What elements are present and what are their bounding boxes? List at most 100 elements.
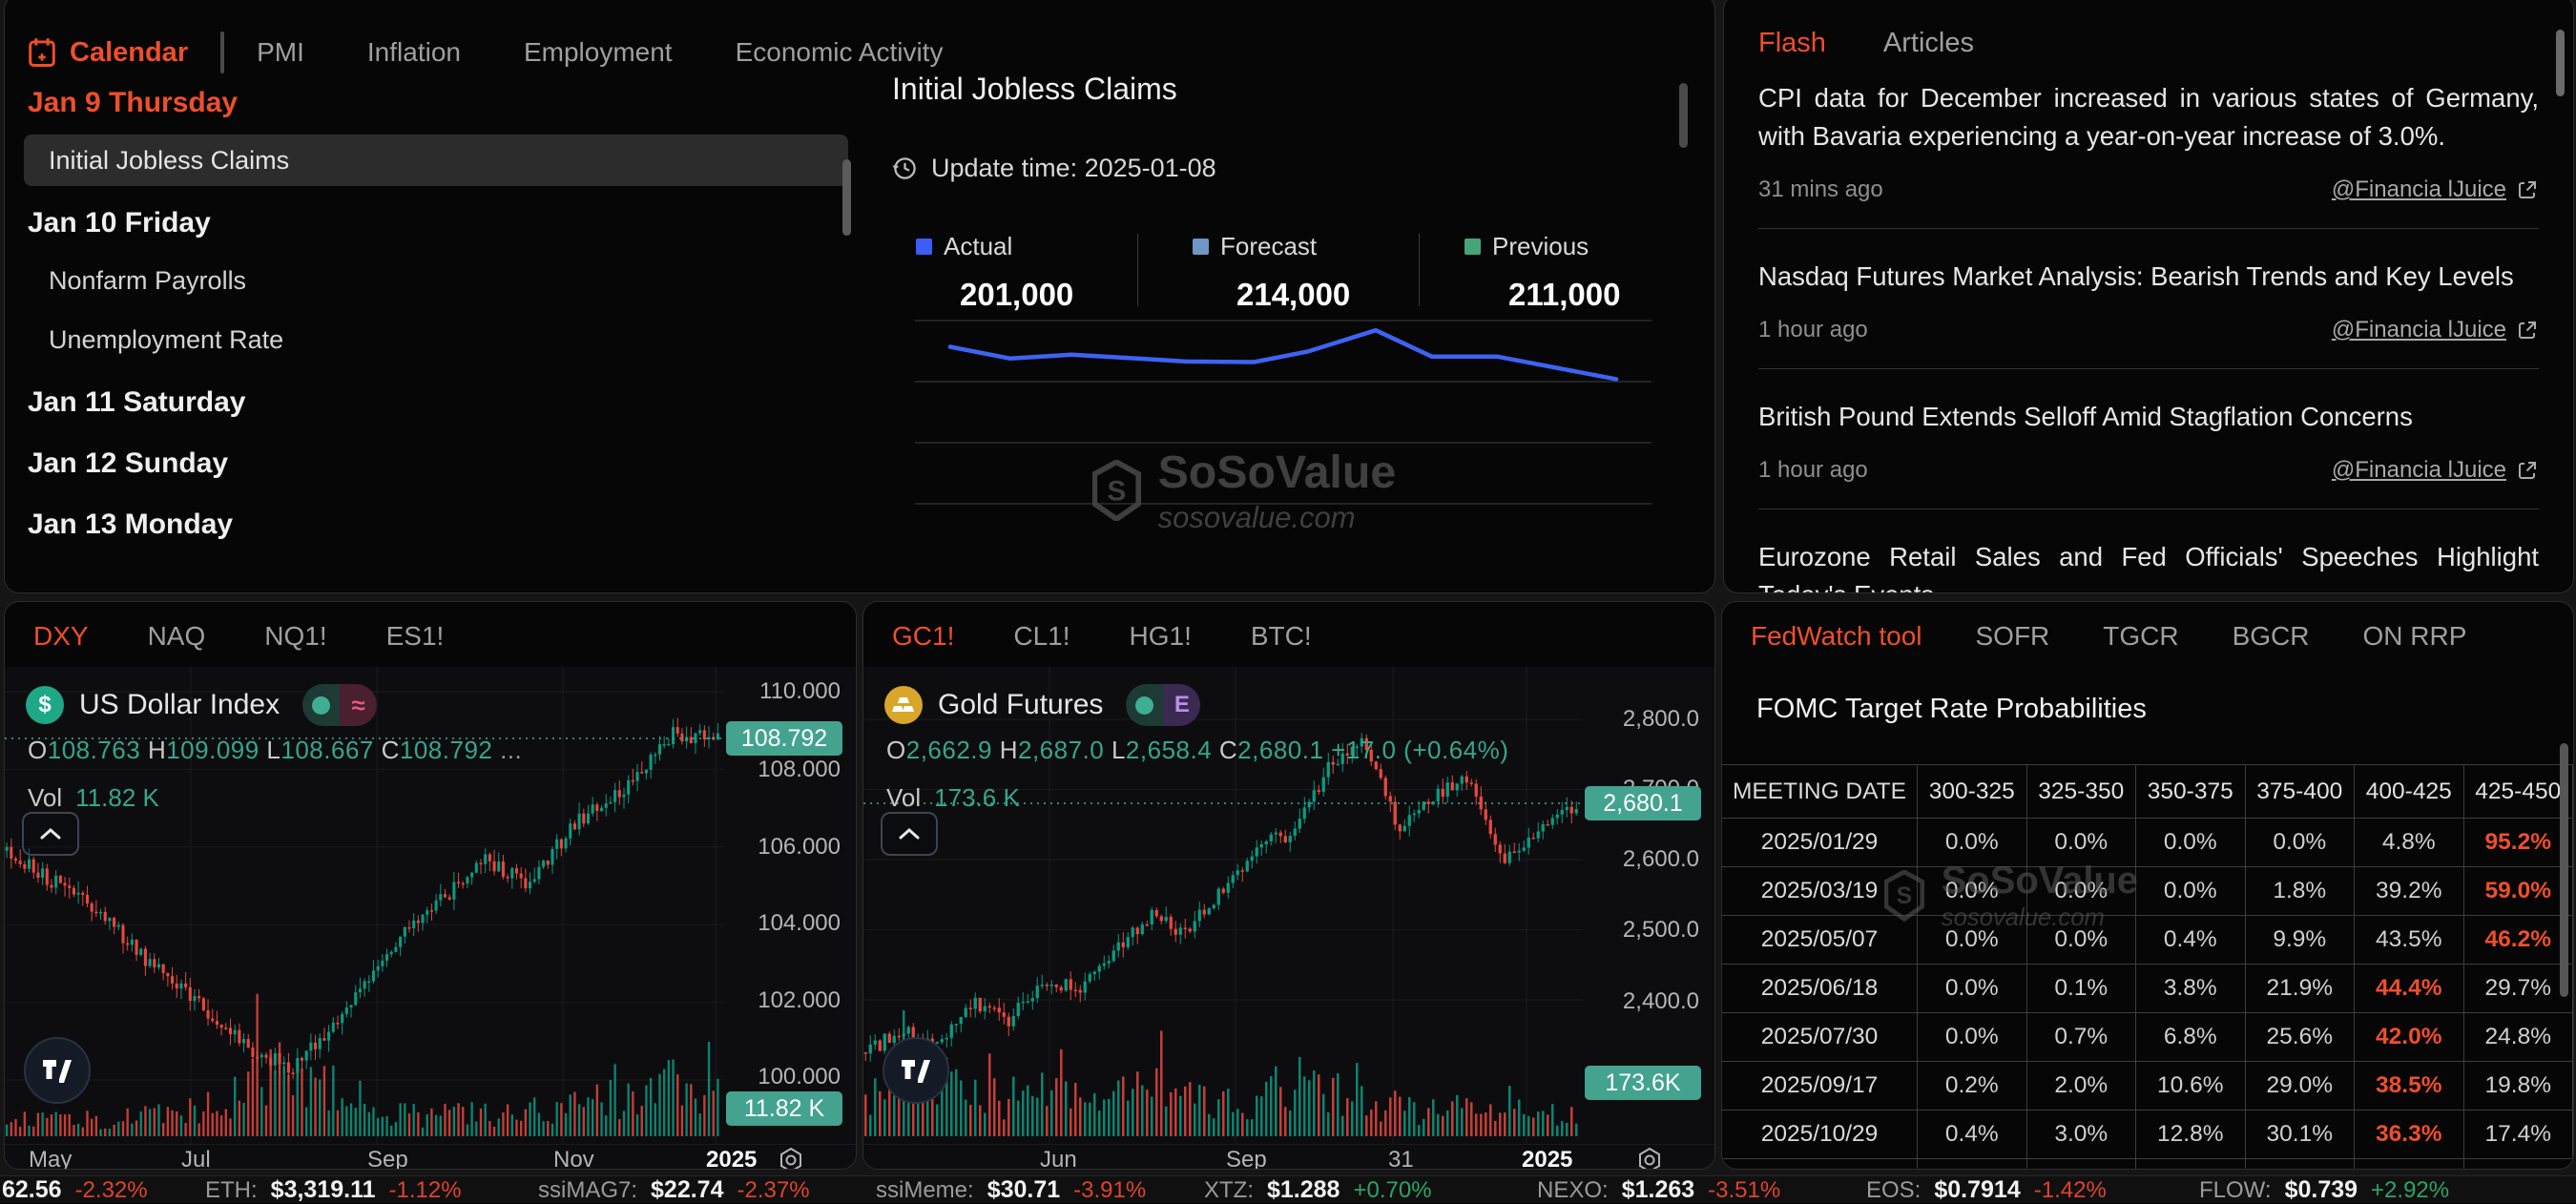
fomc-prob-cell: 39.2% xyxy=(2355,867,2464,916)
ticker-item-flow[interactable]: FLOW: $0.739 +2.92% xyxy=(2199,1176,2449,1204)
tab-calendar[interactable]: Calendar xyxy=(28,37,188,69)
gold-bars-icon xyxy=(884,686,923,724)
tab-inflation[interactable]: Inflation xyxy=(366,37,461,67)
fomc-table-row[interactable]: 2025/05/07 0.0% 0.0% 0.4% 9.9% 43.5% 46.2% xyxy=(1722,916,2573,965)
flash-news-item[interactable]: CPI data for December increased in vario… xyxy=(1758,79,2539,229)
stat-label: Forecast xyxy=(1193,232,1412,261)
fed-tab-sofr[interactable]: SOFR xyxy=(1975,621,2050,651)
calendar-day-label[interactable]: Jan 11 Saturday xyxy=(28,386,246,418)
fomc-date-cell: 2025/05/07 xyxy=(1722,916,1918,965)
gold-tab-gc1[interactable]: GC1! xyxy=(892,621,955,651)
fed-tab-tgcr[interactable]: TGCR xyxy=(2103,621,2179,651)
stat-value: 214,000 xyxy=(1236,277,1351,312)
tab-articles[interactable]: Articles xyxy=(1882,28,1974,58)
fomc-table-row[interactable]: 2025/03/19 0.0% 0.0% 0.0% 1.8% 39.2% 59.0% xyxy=(1722,867,2573,916)
calendar-day-label[interactable]: Jan 13 Monday xyxy=(28,509,234,540)
flash-news-item[interactable]: British Pound Extends Selloff Amid Stagf… xyxy=(1758,398,2539,509)
fomc-date-cell: 2025/12/10 xyxy=(1722,1159,1918,1169)
toggle-dot-icon xyxy=(1135,695,1154,715)
fomc-prob-cell: 0.7% xyxy=(1918,1159,2027,1169)
calendar-day-label[interactable]: Jan 10 Friday xyxy=(28,207,211,239)
fomc-table-row[interactable]: 2025/10/29 0.4% 3.0% 12.8% 30.1% 36.3% 17.4% xyxy=(1722,1111,2573,1159)
gold-tab-hg1[interactable]: HG1! xyxy=(1129,621,1192,651)
dxy-tab-nq1[interactable]: NQ1! xyxy=(264,621,327,651)
ticker-change: -1.12% xyxy=(388,1177,462,1203)
ticker-item-nexo[interactable]: NEXO: $1.263 -3.51% xyxy=(1537,1176,1780,1204)
dxy-tab-dxy[interactable]: DXY xyxy=(33,621,89,651)
calendar-day-label[interactable]: Jan 9 Thursday xyxy=(28,87,239,118)
gold-indicator-toggle[interactable]: E xyxy=(1126,684,1201,726)
ticker-item-ssimag7[interactable]: ssiMAG7: $22.74 -2.37% xyxy=(538,1176,810,1204)
flash-scrollbar[interactable] xyxy=(2556,30,2565,96)
stat-actual: Actual 201,000 xyxy=(916,232,1135,313)
calendar-event-item[interactable]: Nonfarm Payrolls xyxy=(49,265,247,295)
fomc-prob-cell: 43.5% xyxy=(2355,916,2464,965)
ticker-symbol: FLOW: xyxy=(2199,1177,2272,1203)
gold-ohlc-row: O2,662.9 H2,687.0 L2,658.4 C2,680.1 +17.… xyxy=(886,736,1509,764)
history-clock-icon xyxy=(892,157,916,179)
flash-source-link[interactable]: @Financia lJuice xyxy=(2332,176,2539,203)
fomc-prob-cell: 0.4% xyxy=(1918,1111,2027,1159)
chart-settings-gear-icon[interactable] xyxy=(1636,1147,1663,1169)
dxy-candlestick-chart xyxy=(5,667,724,1144)
ticker-item-ssimeme[interactable]: ssiMeme: $30.71 -3.91% xyxy=(876,1176,1146,1204)
flash-source-link[interactable]: @Financia lJuice xyxy=(2332,457,2539,484)
tradingview-logo[interactable] xyxy=(883,1037,949,1104)
fomc-prob-cell: 0.7% xyxy=(2026,1013,2136,1062)
dxy-tab-naq[interactable]: NAQ xyxy=(147,621,206,651)
tab-economic-activity[interactable]: Economic Activity xyxy=(735,37,944,67)
fomc-header-cell: 350-375 xyxy=(2136,765,2246,819)
gold-chart-region[interactable]: Gold Futures E O2,662.9 H2,687.0 L2,658.… xyxy=(863,667,1714,1169)
flash-source-link[interactable]: @Financia lJuice xyxy=(2332,317,2539,343)
fomc-table-row[interactable]: 2025/01/29 0.0% 0.0% 0.0% 0.0% 4.8% 95.2% xyxy=(1722,819,2573,867)
tab-employment[interactable]: Employment xyxy=(523,37,673,67)
stat-label: Actual xyxy=(916,232,1135,261)
ticker-price: $3,319.11 xyxy=(270,1176,376,1203)
collapse-chevron-button[interactable] xyxy=(22,812,79,856)
fedwatch-tabs: FedWatch tool SOFR TGCR BGCR ON RRP xyxy=(1751,621,2466,652)
fomc-table-row[interactable]: 2025/09/17 0.2% 2.0% 10.6% 29.0% 38.5% 19.8% xyxy=(1722,1062,2573,1111)
calendar-scrollbar[interactable] xyxy=(842,159,851,236)
fomc-table-row[interactable]: 2025/07/30 0.0% 0.7% 6.8% 25.6% 42.0% 24.8% xyxy=(1722,1013,2573,1062)
stat-label-text: Actual xyxy=(944,232,1013,260)
fed-tab-fedwatchtool[interactable]: FedWatch tool xyxy=(1751,621,1922,651)
dxy-time-axis[interactable]: May Jul Sep Nov 2025 xyxy=(5,1144,856,1169)
tradingview-logo[interactable] xyxy=(24,1037,91,1104)
fomc-table-row[interactable]: 2025/12/100.7%4.0%14.6%30.7%34.4%15.6% xyxy=(1722,1159,2573,1169)
calendar-event-item[interactable]: Unemployment Rate xyxy=(49,324,284,354)
flash-news-item[interactable]: Eurozone Retail Sales and Fed Officials'… xyxy=(1758,538,2539,592)
tab-flash[interactable]: Flash xyxy=(1758,28,1826,58)
gold-time-axis[interactable]: Jun Sep 31 2025 xyxy=(863,1144,1714,1169)
dxy-tab-es1[interactable]: ES1! xyxy=(385,621,445,651)
dxy-chart-region[interactable]: $ US Dollar Index ≈ O108.763 H109.099 L1… xyxy=(5,667,856,1169)
fed-tab-onrrp[interactable]: ON RRP xyxy=(2362,621,2467,651)
fomc-date-cell: 2025/06/18 xyxy=(1722,965,1918,1013)
gold-tab-cl1[interactable]: CL1! xyxy=(1013,621,1070,651)
fedwatch-scrollbar[interactable] xyxy=(2560,743,2568,997)
fomc-prob-cell: 0.0% xyxy=(2026,819,2136,867)
flash-source-text: @Financia lJuice xyxy=(2331,457,2506,483)
collapse-chevron-button[interactable] xyxy=(881,812,938,856)
dxy-symbol-name: US Dollar Index xyxy=(79,689,280,720)
gold-tab-btc[interactable]: BTC! xyxy=(1250,621,1312,651)
flash-news-item[interactable]: Nasdaq Futures Market Analysis: Bearish … xyxy=(1758,258,2539,369)
e-indicator-icon: E xyxy=(1163,684,1201,726)
ticker-price: $0.7914 xyxy=(1934,1176,2021,1203)
detail-scrollbar[interactable] xyxy=(1679,83,1688,148)
ticker-item[interactable]: 62.56 -2.32% xyxy=(2,1176,148,1204)
dxy-indicator-toggle[interactable]: ≈ xyxy=(302,684,378,726)
flash-timestamp: 1 hour ago xyxy=(1758,317,1868,343)
chart-settings-gear-icon[interactable] xyxy=(778,1147,804,1169)
fomc-table-row[interactable]: 2025/06/18 0.0% 0.1% 3.8% 21.9% 44.4% 29.7% xyxy=(1722,965,2573,1013)
stat-label-text: Forecast xyxy=(1220,232,1318,260)
calendar-event-item[interactable]: Initial Jobless Claims xyxy=(24,135,848,186)
calendar-day-label[interactable]: Jan 12 Sunday xyxy=(28,447,229,479)
fedwatch-panel: FedWatch tool SOFR TGCR BGCR ON RRP FOMC Tar… xyxy=(1721,601,2574,1170)
crypto-ticker-bar[interactable]: 62.56 -2.32% ETH: $3,319.11 -1.12% ssiMAG7: $2… xyxy=(0,1175,2576,1203)
ticker-item-xtz[interactable]: XTZ: $1.288 +0.70% xyxy=(1204,1176,1432,1204)
ticker-item-eth[interactable]: ETH: $3,319.11 -1.12% xyxy=(205,1176,462,1204)
tab-pmi[interactable]: PMI xyxy=(257,37,304,67)
ticker-item-eos[interactable]: EOS: $0.7914 -1.42% xyxy=(1866,1176,2107,1204)
fed-tab-bgcr[interactable]: BGCR xyxy=(2232,621,2310,651)
